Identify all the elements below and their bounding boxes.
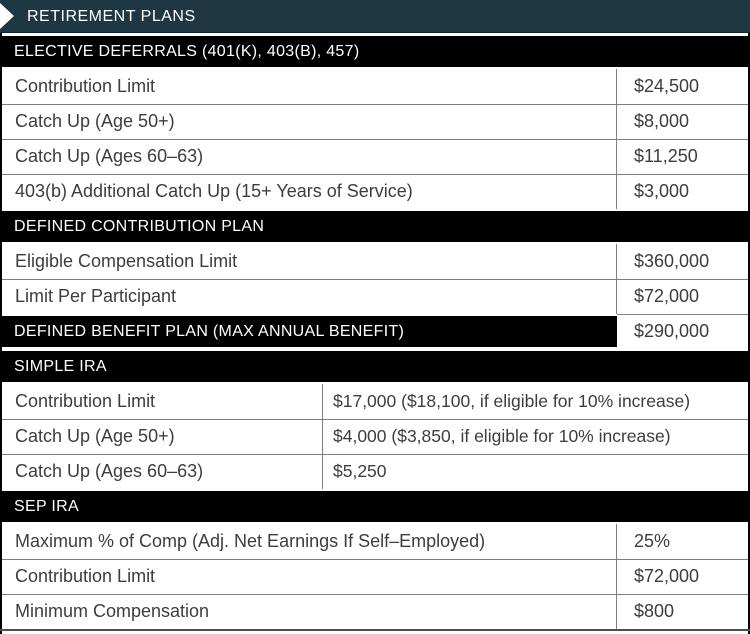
table-row: Maximum % of Comp (Adj. Net Earnings If … [2,524,748,559]
row-label: Contribution Limit [2,384,323,419]
row-label: Contribution Limit [2,69,617,104]
section-header-defined-benefit-plan: DEFINED BENEFIT PLAN (MAX ANNUAL BENEFIT… [2,316,617,347]
table-row: Limit Per Participant $72,000 [2,279,748,314]
row-value: $4,000 ($3,850, if eligible for 10% incr… [333,426,671,446]
table-row: Minimum Compensation $800 [2,594,748,629]
row-label: Contribution Limit [2,560,617,594]
row-label: Catch Up (Age 50+) [2,420,323,454]
row-value: $11,250 [634,146,698,166]
section-header-defined-contribution-plan: DEFINED CONTRIBUTION PLAN [2,211,748,242]
table-bottom-border [0,629,750,631]
row-label: Catch Up (Age 50+) [2,105,617,139]
row-label: Limit Per Participant [2,280,617,314]
row-label: Catch Up (Ages 60–63) [2,455,323,489]
section-header-simple-ira: SIMPLE IRA [2,351,748,382]
row-label: Maximum % of Comp (Adj. Net Earnings If … [2,524,617,559]
row-value: $3,000 [634,181,690,201]
table-row: Catch Up (Ages 60–63) $11,250 [2,139,748,174]
row-label: Catch Up (Ages 60–63) [2,140,617,174]
table-row: 403(b) Additional Catch Up (15+ Years of… [2,174,748,209]
table-row: Contribution Limit $24,500 [2,69,748,104]
section-header-elective-deferrals: ELECTIVE DEFERRALS (401(K), 403(B), 457) [2,36,748,67]
table-title: RETIREMENT PLANS [27,8,196,25]
table-row: Eligible Compensation Limit $360,000 [2,244,748,279]
table-row: Catch Up (Ages 60–63) $5,250 [2,454,748,489]
row-value: $72,000 [634,286,700,306]
table-row-defined-benefit-plan: DEFINED BENEFIT PLAN (MAX ANNUAL BENEFIT… [2,314,748,349]
row-value: $5,250 [333,461,387,481]
section-header-sep-ira: SEP IRA [2,491,748,522]
table-row: Catch Up (Age 50+) $4,000 ($3,850, if el… [2,419,748,454]
row-value: $72,000 [634,566,700,586]
row-value: $17,000 ($18,100, if eligible for 10% in… [333,391,691,411]
row-label: Minimum Compensation [2,595,617,629]
right-arrow-icon [0,3,14,29]
table-row: Catch Up (Age 50+) $8,000 [2,104,748,139]
row-value: $360,000 [634,251,710,271]
row-value: $800 [634,601,675,621]
table-row: Contribution Limit $72,000 [2,559,748,594]
row-value: $8,000 [634,111,690,131]
row-value: 25% [634,531,671,551]
row-label: 403(b) Additional Catch Up (15+ Years of… [2,175,617,209]
row-value: $24,500 [634,76,700,96]
row-label: Eligible Compensation Limit [2,244,617,279]
table-row: Contribution Limit $17,000 ($18,100, if … [2,384,748,419]
table-title-bar: RETIREMENT PLANS [0,0,750,33]
row-value: $290,000 [617,314,748,349]
